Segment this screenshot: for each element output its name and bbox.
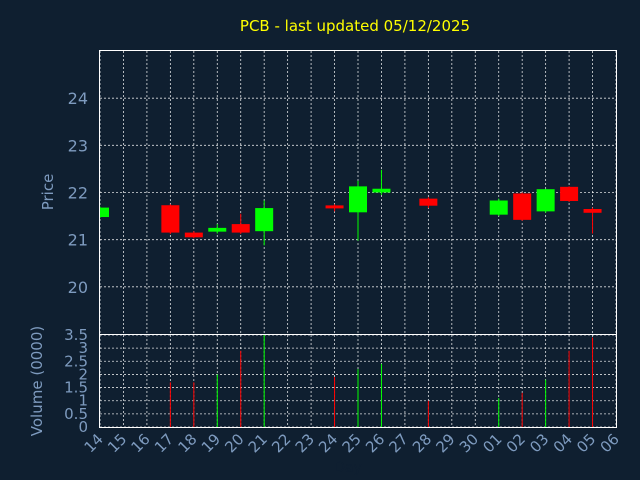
- volume-tick-label: 0: [78, 418, 88, 436]
- candle-body: [100, 207, 109, 218]
- price-tick-label: 22: [68, 184, 88, 203]
- candle-body: [184, 232, 203, 238]
- candle-body: [208, 227, 227, 232]
- volume-tick-label: 1.5: [64, 379, 88, 397]
- candle-body: [583, 209, 602, 213]
- candle-body: [231, 224, 250, 233]
- volume-tick-label: 2.5: [64, 352, 88, 370]
- volume-tick-label: 1: [78, 392, 88, 410]
- price-tick-labels: 20 21 22 23 24: [68, 89, 88, 297]
- x-axis-label: Day: [334, 460, 362, 476]
- x-tick-labels: 1415161718192021222324252627282930010203…: [81, 430, 623, 456]
- volume-tick-label: 0.5: [64, 405, 88, 423]
- chart-title: PCB - last updated 05/12/2025: [240, 17, 470, 35]
- candle-body: [372, 188, 391, 193]
- candle-body: [489, 200, 508, 215]
- candle-body: [560, 186, 579, 201]
- candle-body: [536, 189, 555, 212]
- candle-body: [161, 205, 180, 233]
- candle-body: [325, 205, 344, 209]
- candle-body: [513, 193, 532, 220]
- volume-tick-labels: 00.511.522.533.5: [64, 326, 88, 436]
- candles: [99, 169, 602, 246]
- volume-tick-label: 3.5: [64, 326, 88, 344]
- volume-tick-label: 3: [78, 339, 88, 357]
- volume-panel-frame: [99, 334, 617, 428]
- candle-body: [349, 186, 367, 213]
- volume-tick-label: 2: [78, 365, 88, 383]
- candle-body: [419, 198, 438, 206]
- price-tick-label: 23: [68, 136, 88, 155]
- price-tick-label: 21: [68, 231, 88, 250]
- candle-body: [255, 208, 274, 232]
- volume-bars: [169, 335, 594, 427]
- price-tick-label: 24: [68, 89, 88, 108]
- volume-axis-label: Volume (0000): [28, 326, 46, 436]
- price-tick-label: 20: [68, 278, 88, 297]
- price-axis-label: Price: [39, 174, 57, 211]
